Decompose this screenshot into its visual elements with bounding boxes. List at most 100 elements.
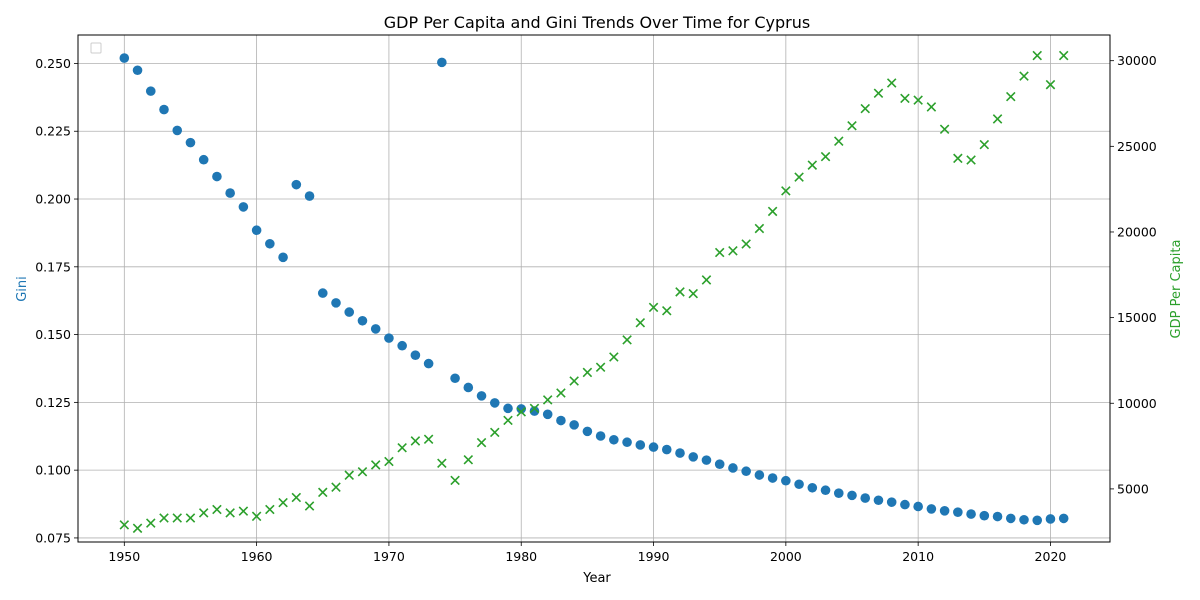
gdp-per-capita-point xyxy=(860,103,870,114)
gdp-per-capita-point xyxy=(662,306,672,316)
gdp-per-capita-point xyxy=(569,376,579,386)
gdp-per-capita-point xyxy=(251,511,262,522)
gdp-per-capita-point xyxy=(556,388,566,398)
y-right-tick-label: 30000 xyxy=(1117,53,1157,68)
gini-point xyxy=(701,455,712,465)
gdp-per-capita-point xyxy=(781,186,791,196)
x-tick-label: 2020 xyxy=(1035,549,1067,564)
x-tick-label: 2010 xyxy=(902,549,934,564)
gini-point xyxy=(132,65,143,76)
gdp-per-capita-point xyxy=(794,172,804,182)
gdp-per-capita-point xyxy=(225,508,235,518)
gdp-per-capita-point xyxy=(212,504,222,515)
gdp-per-capita-point xyxy=(648,302,659,313)
x-axis-label: Year xyxy=(582,571,611,586)
gdp-per-capita-point xyxy=(1058,50,1069,61)
gini-point xyxy=(476,391,487,401)
gini-point xyxy=(728,463,738,473)
gdp-per-capita-point xyxy=(595,362,606,373)
data-points xyxy=(119,50,1069,534)
gdp-per-capita-point xyxy=(900,93,910,104)
gini-point xyxy=(675,448,685,458)
gdp-per-capita-point xyxy=(939,124,950,134)
y-left-tick-label: 0.175 xyxy=(35,259,71,274)
x-axis: 1950 1960 1970 1980 1990 2000 2010 2020 xyxy=(108,542,1066,564)
gini-point xyxy=(820,485,831,496)
gdp-per-capita-point xyxy=(423,434,434,444)
gini-point xyxy=(489,398,500,408)
y-left-tick-label: 0.125 xyxy=(35,395,71,410)
plot-frame xyxy=(77,34,1111,543)
gini-point xyxy=(1005,513,1016,524)
gini-point xyxy=(397,340,407,351)
gini-point xyxy=(979,510,990,521)
y-left-tick-label: 0.250 xyxy=(35,56,71,71)
y-right-tick-label: 20000 xyxy=(1117,224,1157,239)
gini-point xyxy=(357,315,368,326)
gini-point xyxy=(741,466,751,477)
gini-point xyxy=(119,53,130,63)
gdp-per-capita-point xyxy=(318,487,328,498)
gdp-per-capita-point xyxy=(238,506,249,516)
gdp-per-capita-point xyxy=(622,335,632,345)
gdp-per-capita-point xyxy=(1032,50,1042,61)
gdp-per-capita-point xyxy=(198,508,209,518)
x-tick-label: 1970 xyxy=(373,549,405,564)
y-axis-right-label: GDP Per Capita xyxy=(1169,240,1184,339)
gini-point xyxy=(198,154,209,165)
gdp-per-capita-point xyxy=(463,455,474,465)
gini-point xyxy=(291,179,302,190)
gdp-per-capita-point xyxy=(278,497,288,508)
gini-point xyxy=(1045,514,1056,524)
gini-point xyxy=(953,507,963,517)
gdp-per-capita-point xyxy=(728,246,738,256)
gdp-per-capita-point xyxy=(384,456,394,467)
x-tick-label: 1960 xyxy=(241,549,273,564)
gdp-per-capita-point xyxy=(913,95,923,105)
gini-point xyxy=(556,415,566,426)
gdp-per-capita-point xyxy=(609,352,619,362)
gini-point xyxy=(833,488,844,498)
gini-point xyxy=(1032,515,1043,526)
gdp-per-capita-point xyxy=(450,475,460,486)
gdp-per-capita-point xyxy=(754,223,765,234)
x-tick-label: 2000 xyxy=(770,549,802,564)
gini-point xyxy=(714,459,725,469)
gdp-per-capita-point xyxy=(1019,71,1029,81)
gdp-per-capita-point xyxy=(820,151,831,162)
gini-point xyxy=(966,509,976,519)
gdp-per-capita-point xyxy=(119,520,130,530)
grid-lines xyxy=(78,35,1110,542)
gini-point xyxy=(542,409,553,420)
gini-point xyxy=(1019,514,1029,525)
gini-point xyxy=(265,238,275,249)
gdp-per-capita-point xyxy=(542,395,553,405)
gini-point xyxy=(437,57,447,68)
gini-point xyxy=(145,86,156,96)
gdp-per-capita-point xyxy=(490,427,500,438)
gini-point xyxy=(212,171,222,182)
y-right-tick-label: 25000 xyxy=(1117,139,1157,154)
gini-point xyxy=(992,511,1003,522)
gdp-per-capita-point xyxy=(331,482,341,492)
gdp-per-capita-point xyxy=(1045,79,1056,90)
gdp-per-capita-point xyxy=(146,518,156,528)
gini-point xyxy=(913,501,923,512)
gdp-per-capita-point xyxy=(185,513,196,523)
x-tick-label: 1980 xyxy=(505,549,537,564)
y-axis-left-label: Gini xyxy=(15,276,30,302)
gini-point xyxy=(847,490,857,501)
gdp-per-capita-point xyxy=(979,139,990,150)
gdp-per-capita-point xyxy=(357,467,368,477)
y-right-tick-label: 10000 xyxy=(1117,396,1157,411)
gdp-per-capita-point xyxy=(132,523,143,534)
gdp-per-capita-point xyxy=(688,288,698,299)
gdp-per-capita-point xyxy=(582,367,593,378)
gdp-per-capita-point xyxy=(503,415,513,426)
gini-point xyxy=(185,137,196,148)
gini-point xyxy=(767,473,778,483)
gini-point xyxy=(886,497,897,507)
gini-point xyxy=(622,437,632,448)
gdp-per-capita-point xyxy=(834,136,844,146)
gini-point xyxy=(331,298,341,308)
